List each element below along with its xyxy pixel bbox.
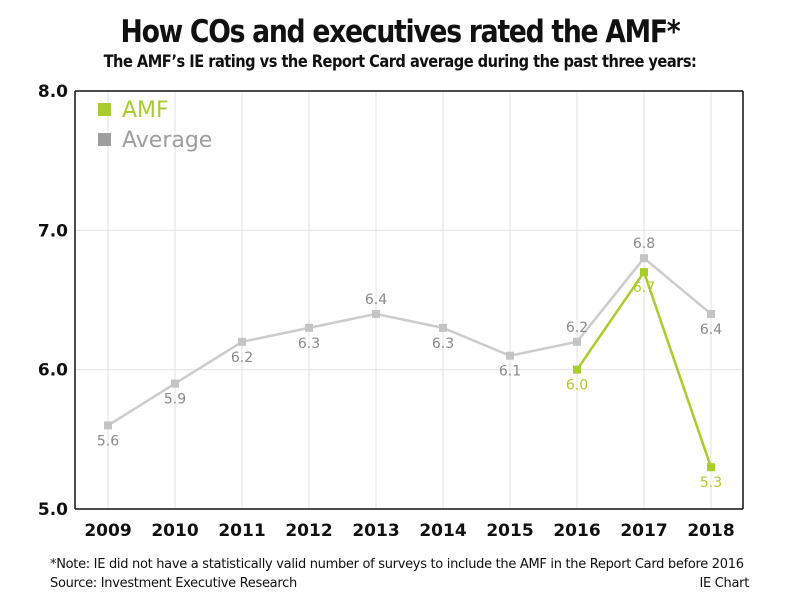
x-tick-label: 2013 <box>352 521 399 541</box>
amf-data-label: 6.0 <box>566 378 588 394</box>
average-line <box>107 256 712 427</box>
average-data-label: 5.9 <box>164 392 186 408</box>
x-tick-label: 2010 <box>151 521 198 541</box>
average-data-label: 6.3 <box>298 336 320 352</box>
series-amf: 6.0 6.7 5.3 <box>566 268 722 491</box>
legend-label-amf: AMF <box>122 98 169 123</box>
grid <box>75 91 743 509</box>
average-marker <box>640 254 648 263</box>
x-axis-ticks: 2009 2010 2011 2012 2013 2014 2015 2016 2017 2018 <box>84 521 734 541</box>
x-tick-label: 2016 <box>553 521 600 541</box>
footnote: *Note: IE did not have a statistically v… <box>50 557 744 572</box>
x-tick-label: 2012 <box>285 521 332 541</box>
average-data-label: 5.6 <box>97 433 119 449</box>
average-data-label: 6.4 <box>700 322 722 338</box>
x-tick-label: 2015 <box>486 521 533 541</box>
y-tick-label: 5.0 <box>38 500 68 520</box>
x-tick-label: 2018 <box>687 521 734 541</box>
y-axis-ticks: 5.0 6.0 7.0 8.0 <box>38 82 68 520</box>
legend-swatch-amf <box>98 103 111 116</box>
average-data-label: 6.2 <box>566 320 588 336</box>
x-tick-label: 2009 <box>84 521 131 541</box>
amf-marker <box>640 268 648 277</box>
y-tick-label: 8.0 <box>38 82 68 102</box>
source-note: Source: Investment Executive Research <box>50 576 297 591</box>
average-marker <box>506 351 514 360</box>
chart-subtitle: The AMF’s IE rating vs the Report Card a… <box>103 52 697 72</box>
average-marker <box>238 337 246 346</box>
legend-swatch-average <box>98 133 111 146</box>
x-tick-label: 2017 <box>620 521 667 541</box>
average-marker <box>573 337 581 346</box>
amf-data-label: 6.7 <box>633 280 655 296</box>
average-data-label: 6.2 <box>231 350 253 366</box>
x-tick-label: 2014 <box>419 521 466 541</box>
axes <box>74 90 744 510</box>
amf-marker <box>707 463 715 472</box>
x-tick-label: 2011 <box>218 521 265 541</box>
average-marker <box>439 323 447 332</box>
amf-data-label: 5.3 <box>700 475 722 491</box>
average-data-label: 6.8 <box>633 236 655 252</box>
legend: AMF Average <box>98 98 212 153</box>
average-data-label: 6.4 <box>365 292 387 308</box>
series-average: 5.6 5.9 6.2 6.3 6.4 6.3 6.1 6.2 6.8 6.4 <box>97 236 722 449</box>
y-tick-label: 6.0 <box>38 361 68 381</box>
legend-label-average: Average <box>122 128 212 153</box>
average-data-label: 6.1 <box>499 364 521 380</box>
chart-credit: IE Chart <box>699 576 749 591</box>
y-tick-label: 7.0 <box>38 221 68 241</box>
average-marker <box>171 379 179 388</box>
amf-marker <box>573 365 581 374</box>
chart-title: How COs and executives rated the AMF* <box>120 14 681 50</box>
average-marker <box>707 309 715 318</box>
average-marker <box>372 309 380 318</box>
average-marker <box>104 421 112 430</box>
average-marker <box>305 323 313 332</box>
average-data-label: 6.3 <box>432 336 454 352</box>
